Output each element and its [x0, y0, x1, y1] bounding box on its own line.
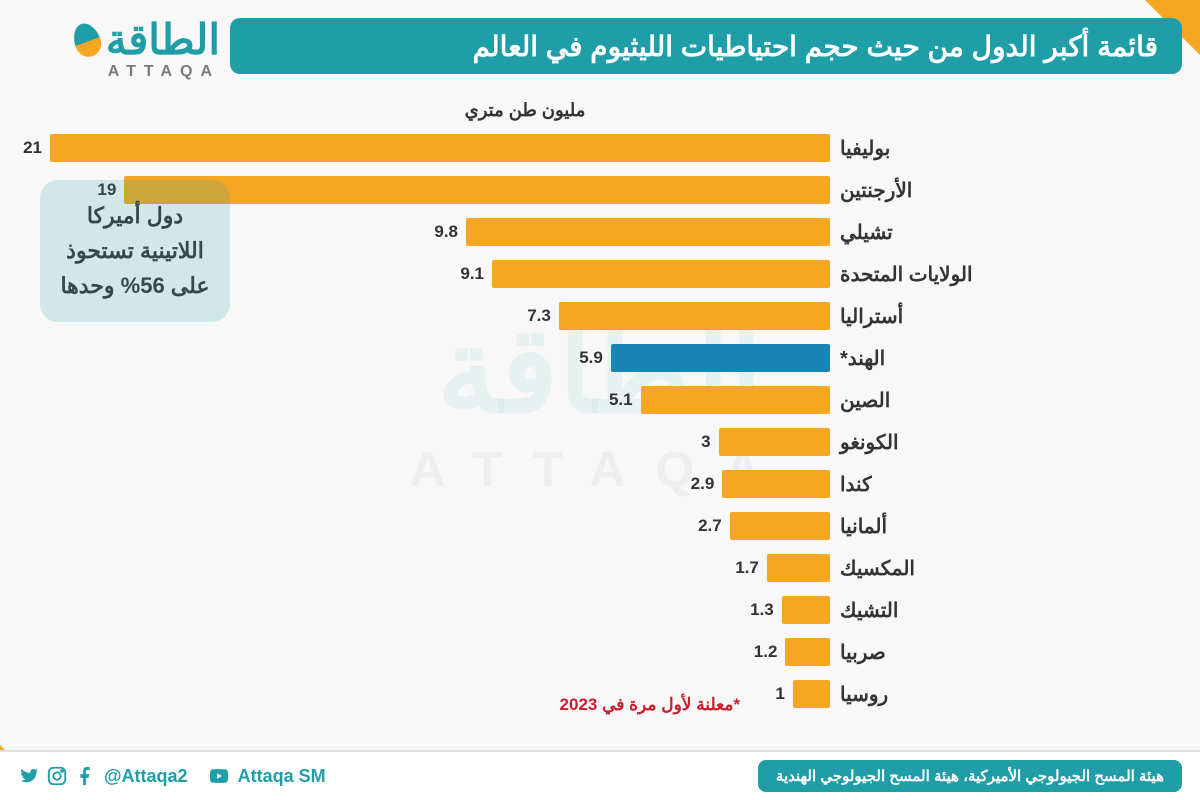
- bar-wrap: 2.9: [50, 470, 830, 498]
- bar: [793, 680, 830, 708]
- bar: [785, 638, 830, 666]
- chart-row: الصين 5.1: [50, 381, 1000, 419]
- row-label: بوليفيا: [830, 136, 1000, 161]
- bar-wrap: 1.2: [50, 638, 830, 666]
- chart-row: صربيا 1.2: [50, 633, 1000, 671]
- row-label: المكسيك: [830, 556, 1000, 581]
- row-label: روسيا: [830, 682, 1000, 707]
- chart-row: الكونغو 3: [50, 423, 1000, 461]
- chart-row: التشيك 1.3: [50, 591, 1000, 629]
- facebook-icon: [74, 765, 96, 787]
- bar-wrap: 1.7: [50, 554, 830, 582]
- bar-value: 2.9: [691, 474, 715, 494]
- social-group-2: Attaqa SM: [208, 765, 326, 787]
- bar: [782, 596, 830, 624]
- brand-logo-ar: الطاقة: [74, 19, 220, 61]
- bar: [559, 302, 830, 330]
- row-label: صربيا: [830, 640, 1000, 665]
- footnote-text: *معلنة لأول مرة في 2023: [560, 695, 740, 714]
- bar-wrap: 2.7: [50, 512, 830, 540]
- bar-value: 21: [23, 138, 42, 158]
- bar-value: 1.2: [754, 642, 778, 662]
- bar-value: 2.7: [698, 516, 722, 536]
- bar-wrap: 5.1: [50, 386, 830, 414]
- bar-value: 1.3: [750, 600, 774, 620]
- chart-row: بوليفيا21: [50, 129, 1000, 167]
- bar-value: 5.9: [579, 348, 603, 368]
- youtube-icon: [208, 765, 230, 787]
- chart-row: الهند* 5.9: [50, 339, 1000, 377]
- bar-wrap: 5.9: [50, 344, 830, 372]
- chart-row: كندا 2.9: [50, 465, 1000, 503]
- bar-wrap: 21: [50, 134, 830, 162]
- bar: [719, 428, 830, 456]
- social-links: @Attaqa2 Attaqa SM: [18, 765, 326, 787]
- bar: [466, 218, 830, 246]
- row-label: الهند*: [830, 346, 1000, 371]
- page-title: قائمة أكبر الدول من حيث حجم احتياطيات ال…: [473, 30, 1159, 63]
- footer-bar: @Attaqa2 Attaqa SM هيئة المسح الجيولوجي …: [0, 750, 1200, 800]
- social-handle-2: Attaqa SM: [238, 766, 326, 787]
- latin-america-callout: دول أميركا اللاتينية تستحوذ على 56% وحده…: [40, 180, 230, 322]
- row-label: الولايات المتحدة: [830, 262, 1000, 287]
- brand-logo: الطاقة ATTAQA: [20, 10, 220, 90]
- bar-wrap: 1.3: [50, 596, 830, 624]
- india-footnote: *معلنة لأول مرة في 2023: [560, 695, 740, 715]
- bar-value: 7.3: [527, 306, 551, 326]
- bar: [730, 512, 830, 540]
- brand-name-en: ATTAQA: [108, 63, 220, 81]
- brand-name-ar: الطاقة: [106, 19, 220, 61]
- callout-text: دول أميركا اللاتينية تستحوذ على 56% وحده…: [60, 203, 209, 298]
- brand-drop-icon: [69, 20, 105, 61]
- row-label: الكونغو: [830, 430, 1000, 455]
- social-group-1: @Attaqa2: [18, 765, 188, 787]
- bar-wrap: 3: [50, 428, 830, 456]
- bar-value: 5.1: [609, 390, 633, 410]
- title-bar: قائمة أكبر الدول من حيث حجم احتياطيات ال…: [230, 18, 1182, 74]
- bar-value: 9.8: [434, 222, 458, 242]
- bar-value: 9.1: [460, 264, 484, 284]
- bar: [492, 260, 830, 288]
- chart-row: المكسيك 1.7: [50, 549, 1000, 587]
- bar-value: 1: [775, 684, 784, 704]
- chart-unit-label: مليون طن متري: [50, 100, 1000, 121]
- bar: [767, 554, 830, 582]
- bar-value: 1.7: [735, 558, 759, 578]
- bar: [641, 386, 830, 414]
- row-label: الصين: [830, 388, 1000, 413]
- bar: [722, 470, 830, 498]
- row-label: تشيلي: [830, 220, 1000, 245]
- row-label: كندا: [830, 472, 1000, 497]
- chart-row: روسيا 1: [50, 675, 1000, 713]
- row-label: ألمانيا: [830, 514, 1000, 539]
- data-source: هيئة المسح الجيولوجي الأميركية، هيئة الم…: [758, 760, 1182, 792]
- chart-row: ألمانيا 2.7: [50, 507, 1000, 545]
- bar-value: 3: [701, 432, 710, 452]
- row-label: أستراليا: [830, 304, 1000, 329]
- bar: [50, 134, 830, 162]
- social-handle-1: @Attaqa2: [104, 766, 188, 787]
- row-label: الأرجنتين: [830, 178, 1000, 203]
- instagram-icon: [46, 765, 68, 787]
- row-label: التشيك: [830, 598, 1000, 623]
- social-icons-1: [18, 765, 96, 787]
- bar: [124, 176, 830, 204]
- twitter-icon: [18, 765, 40, 787]
- bar: [611, 344, 830, 372]
